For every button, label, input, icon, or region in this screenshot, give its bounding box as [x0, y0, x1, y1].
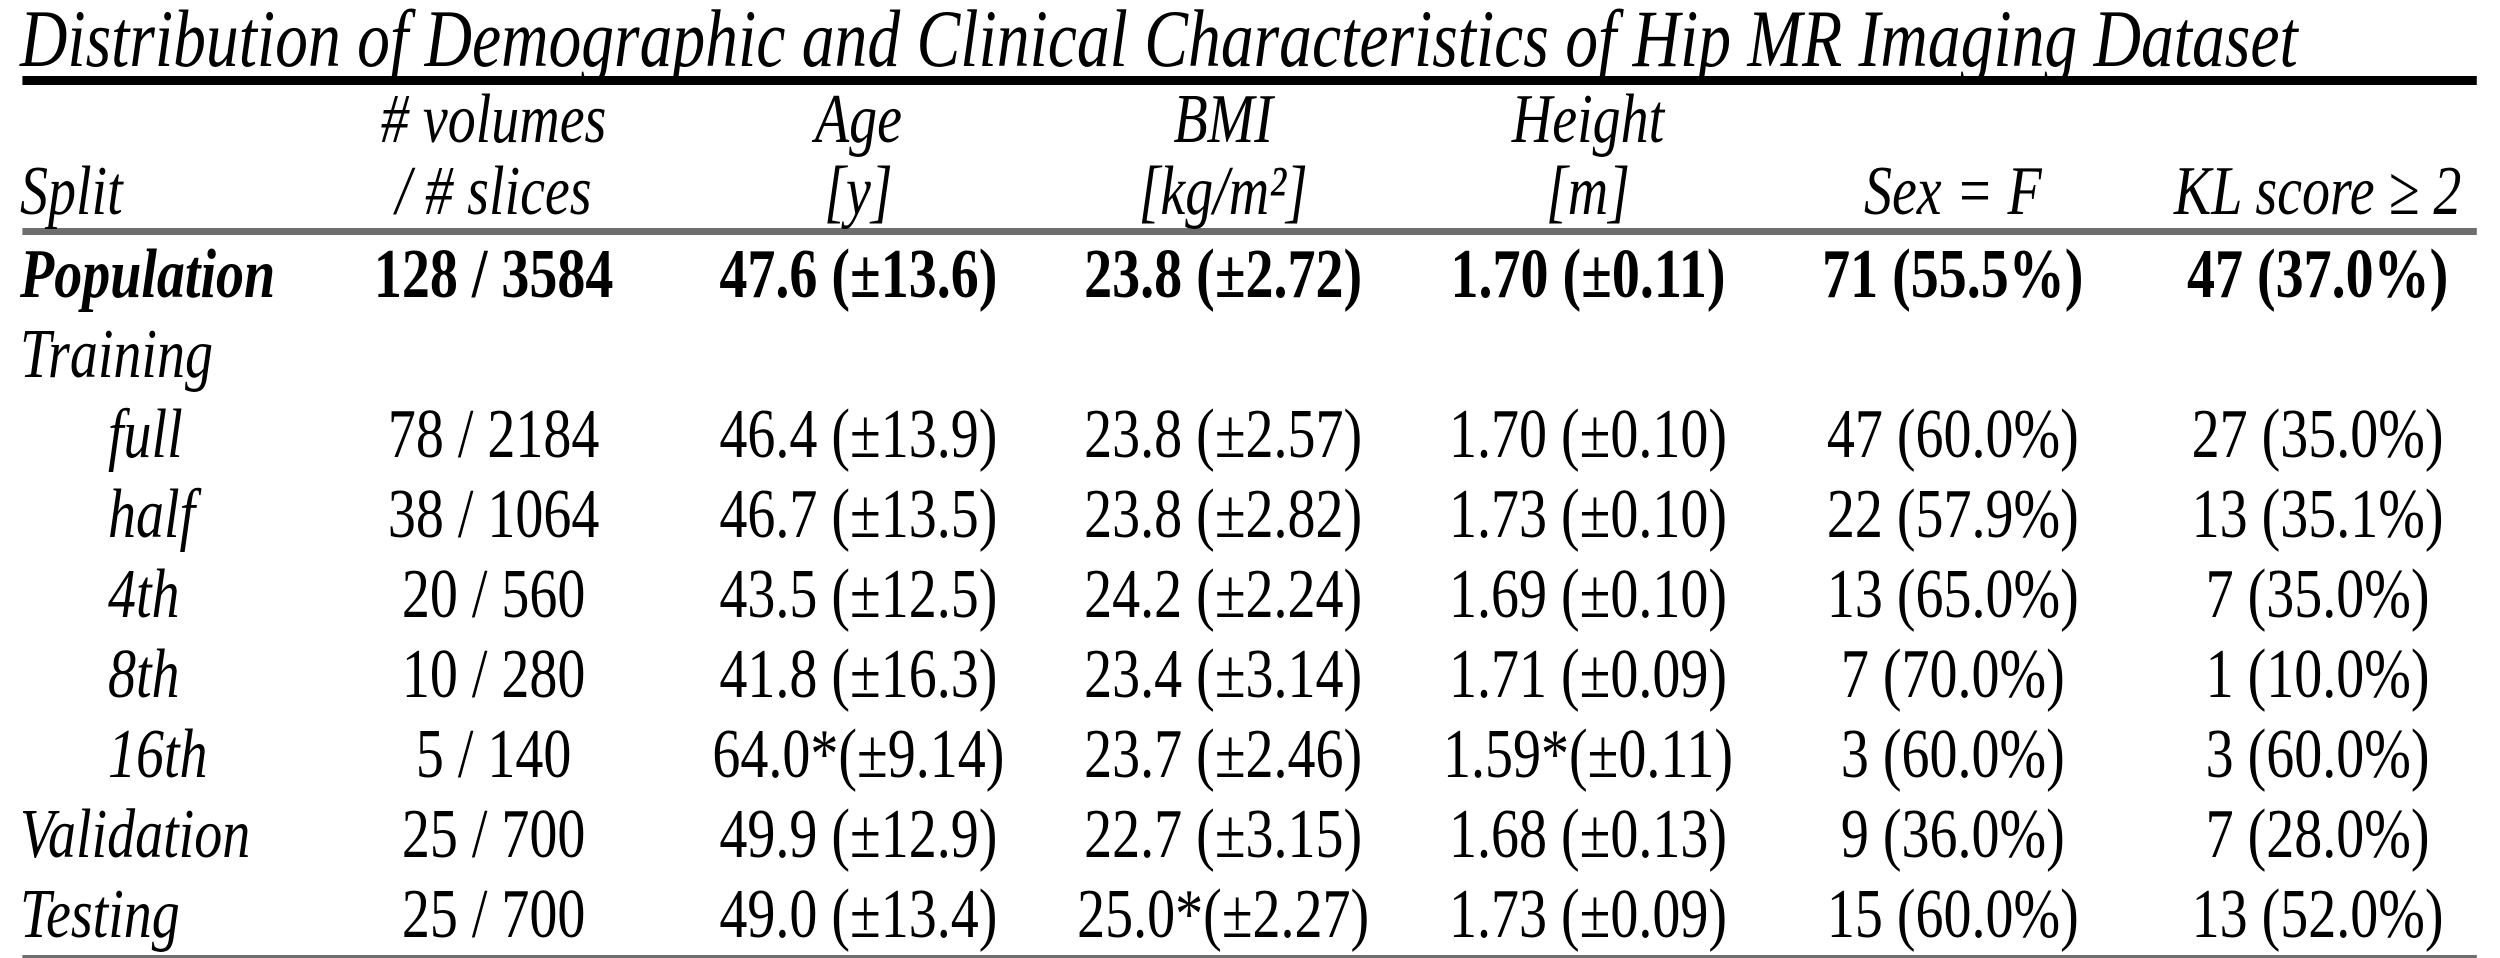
table-cell: 64.0*(±9.14): [712, 716, 1005, 793]
table-cell: 47 (37.0%): [2186, 236, 2449, 313]
col-header-split: Split: [20, 152, 123, 230]
col-header-age-line1: Age: [814, 81, 902, 158]
table-cell: 23.8 (±2.72): [1084, 236, 1363, 313]
header-line-2: Split / # slices [y] [kg/m²] [m] Sex = F…: [0, 155, 2500, 228]
table-cell: [1041, 315, 1406, 395]
table-cell: 49.0 (±13.4): [719, 876, 998, 953]
table-header: # volumes Age BMI Height Split / # slice…: [0, 85, 2500, 228]
col-header-volumes: / # slices: [395, 152, 592, 230]
table-cell: 1.69 (±0.10): [1448, 556, 1728, 633]
table-row: Population 128 / 3584 47.6 (±13.6) 23.8 (±2…: [0, 235, 2500, 315]
table-cell: [676, 315, 1041, 395]
table-cell: 1.70 (±0.11): [1450, 236, 1726, 313]
col-header-height-line1: Height: [1511, 81, 1665, 158]
table-row: Testing 25 / 700 49.0 (±13.4) 25.0*(±2.27) 1…: [0, 875, 2500, 955]
table-title: Distribution of Demographic and Clinical…: [20, 0, 2298, 84]
table-cell: 10 / 280: [401, 636, 586, 713]
row-label: 16th: [108, 716, 208, 793]
col-header-sex: Sex = F: [1863, 152, 2042, 230]
table-cell: 78 / 2184: [387, 396, 600, 473]
table-cell: 46.4 (±13.9): [719, 396, 998, 473]
table-cell: 24.2 (±2.24): [1084, 556, 1363, 633]
table-cell: [1406, 315, 1771, 395]
table-cell: 38 / 1064: [387, 476, 600, 553]
table-cell: 46.7 (±13.5): [719, 476, 998, 553]
table-row: 16th 5 / 140 64.0*(±9.14) 23.7 (±2.46) 1.59*…: [0, 715, 2500, 795]
table-cell: 47.6 (±13.6): [719, 236, 998, 313]
table-row: Training: [0, 315, 2500, 395]
col-header-bmi: [kg/m²]: [1138, 152, 1308, 230]
table-cell: 43.5 (±12.5): [719, 556, 998, 633]
table-cell: 25 / 700: [401, 876, 586, 953]
table-cell: [2135, 315, 2500, 395]
table-cell: 1 (10.0%): [2205, 636, 2430, 713]
row-label: Population: [20, 236, 276, 313]
table-cell: 23.4 (±3.14): [1084, 636, 1363, 713]
col-header-split-line1: [0, 85, 311, 155]
row-label: full: [108, 396, 183, 473]
table-cell: 41.8 (±16.3): [719, 636, 998, 713]
table-cell: 13 (65.0%): [1826, 556, 2079, 633]
table-cell: 7 (28.0%): [2205, 796, 2430, 873]
table-cell: [311, 315, 676, 395]
table-cell: 23.8 (±2.82): [1084, 476, 1363, 553]
table-cell: 49.9 (±12.9): [719, 796, 998, 873]
table-cell: 22.7 (±3.15): [1084, 796, 1363, 873]
row-label: Validation: [20, 796, 251, 873]
table-cell: 1.68 (±0.13): [1448, 796, 1728, 873]
table-cell: 22 (57.9%): [1826, 476, 2079, 553]
bottom-rule: [22, 955, 2477, 958]
table-body: Population 128 / 3584 47.6 (±13.6) 23.8 (±2…: [0, 235, 2500, 955]
row-label: 8th: [108, 636, 180, 713]
col-header-bmi-line1: BMI: [1173, 81, 1273, 158]
table-cell: [1770, 315, 2135, 395]
table-row: full 78 / 2184 46.4 (±13.9) 23.8 (±2.57) 1.7…: [0, 395, 2500, 475]
header-table: # volumes Age BMI Height Split / # slice…: [0, 85, 2500, 228]
table-cell: 3 (60.0%): [2205, 716, 2430, 793]
table-cell: 1.73 (±0.09): [1448, 876, 1728, 953]
table-cell: 1.73 (±0.10): [1448, 476, 1728, 553]
table-cell: 7 (35.0%): [2205, 556, 2430, 633]
table-cell: 20 / 560: [401, 556, 586, 633]
table-cell: 13 (35.1%): [2191, 476, 2444, 553]
table-cell: 7 (70.0%): [1840, 636, 2065, 713]
col-header-kl-line1: [2135, 85, 2500, 155]
table-cell: 3 (60.0%): [1840, 716, 2065, 793]
col-header-sex-line1: [1770, 85, 2135, 155]
table-cell: 23.8 (±2.57): [1084, 396, 1363, 473]
table-cell: 15 (60.0%): [1826, 876, 2079, 953]
top-rule: [22, 76, 2477, 85]
table-cell: 1.59*(±0.11): [1443, 716, 1733, 793]
table-cell: 25.0*(±2.27): [1077, 876, 1370, 953]
col-header-height: [m]: [1545, 152, 1631, 230]
table-row: 8th 10 / 280 41.8 (±16.3) 23.4 (±3.14) 1.71 …: [0, 635, 2500, 715]
table-cell: 128 / 3584: [373, 236, 614, 313]
table-cell: 13 (52.0%): [2191, 876, 2444, 953]
col-header-volumes-line1: # volumes: [380, 81, 607, 158]
characteristics-table: Population 128 / 3584 47.6 (±13.6) 23.8 (±2…: [0, 235, 2500, 955]
row-label: Testing: [20, 876, 180, 953]
table-cell: 71 (55.5%): [1822, 236, 2084, 313]
row-label: half: [108, 476, 196, 553]
table-cell: 27 (35.0%): [2191, 396, 2444, 473]
table-cell: 9 (36.0%): [1840, 796, 2065, 873]
header-rule: [22, 228, 2477, 235]
table-cell: 25 / 700: [401, 796, 586, 873]
header-line-1: # volumes Age BMI Height: [0, 85, 2500, 155]
table-cell: 47 (60.0%): [1826, 396, 2079, 473]
col-header-kl: KL score ≥ 2: [2173, 152, 2462, 230]
table-row: Validation 25 / 700 49.9 (±12.9) 22.7 (±3.1…: [0, 795, 2500, 875]
row-label: 4th: [108, 556, 180, 633]
col-header-age: [y]: [824, 152, 893, 230]
table-cell: 1.71 (±0.09): [1448, 636, 1728, 713]
table-cell: 5 / 140: [415, 716, 572, 793]
table-cell: 23.7 (±2.46): [1084, 716, 1363, 793]
table-cell: 1.70 (±0.10): [1448, 396, 1728, 473]
row-label: Training: [20, 316, 213, 393]
table-row: half 38 / 1064 46.7 (±13.5) 23.8 (±2.82) 1.7…: [0, 475, 2500, 555]
table-row: 4th 20 / 560 43.5 (±12.5) 24.2 (±2.24) 1.69 …: [0, 555, 2500, 635]
